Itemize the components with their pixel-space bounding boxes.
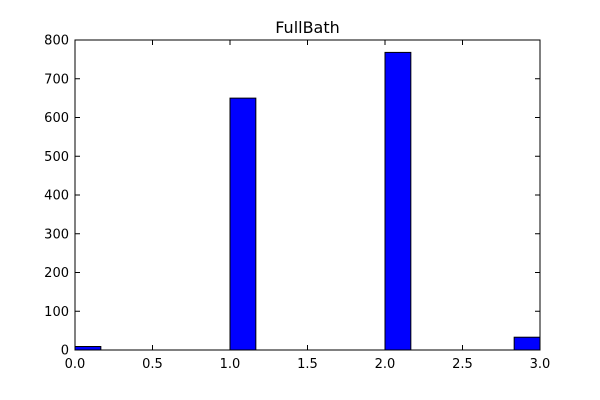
y-tick-label-0: 0 [61,344,69,359]
x-tick-label-3: 1.5 [297,357,318,372]
x-tick-label-4: 2.0 [375,357,396,372]
x-tick-label-1: 0.5 [142,357,163,372]
y-tick-label-3: 300 [44,227,69,242]
y-tick-label-6: 600 [44,111,69,126]
ticks-group: 0.0 0.5 1.0 1.5 2.0 2.5 3.0 0 100 200 300 400 500 600… [44,34,550,373]
y-tick-label-2: 200 [44,266,69,281]
x-tick-label-6: 3.0 [530,357,551,372]
bar-2 [384,51,412,351]
plot-frame [74,39,541,351]
x-tick-label-2: 1.0 [220,357,241,372]
chart-title: FullBath [275,18,340,37]
y-tick-label-8: 800 [44,34,69,49]
bars-group [74,51,541,351]
x-tick-label-0: 0.0 [65,357,86,372]
x-tick-label-5: 2.5 [452,357,473,372]
bar-1 [229,97,257,351]
y-tick-label-5: 500 [44,150,69,165]
y-tick-label-7: 700 [44,72,69,87]
bar-3 [513,336,541,351]
y-tick-label-1: 100 [44,305,69,320]
bar-0 [74,346,102,351]
y-tick-label-4: 400 [44,189,69,204]
